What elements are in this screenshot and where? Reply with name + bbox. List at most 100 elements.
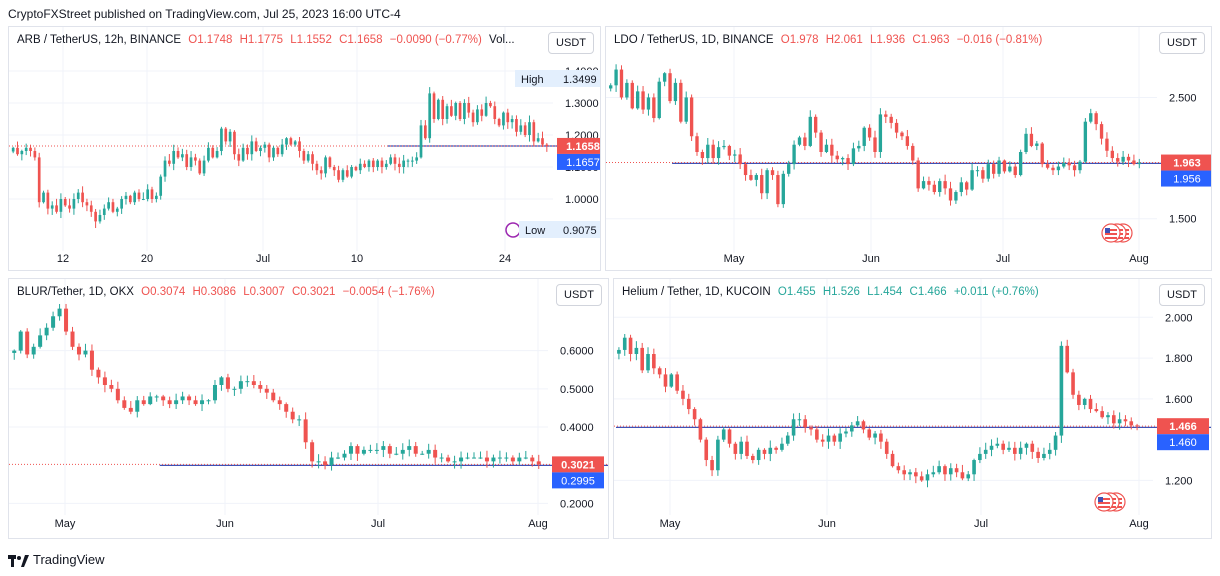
price-chart-svg[interactable]: 0.6000 0.5000 0.4000 0.2000 May Jun Jul Aug 0.30… (9, 279, 609, 539)
candle-body (776, 175, 780, 205)
candle-body (439, 457, 444, 459)
candle-body (844, 431, 848, 434)
volume-label[interactable]: Vol... (489, 34, 515, 46)
candle-body (700, 152, 705, 159)
support-line-tag (552, 472, 604, 489)
candle-body (237, 154, 241, 161)
candle-body (849, 425, 854, 432)
chart-panel-ldo[interactable]: 2.500 1.500 May Jun Jul Aug 1.963 1.956 LDO / T… (605, 26, 1212, 271)
chart-legend: ARB / TetherUS, 12h, BINANCE O1.1748 H1.… (17, 34, 515, 46)
candle-body (64, 308, 69, 332)
candle-body (770, 170, 775, 176)
chart-panel-arb[interactable]: 1.40001.30001.20001.10001.00001220Jul102… (8, 26, 601, 271)
candle-body (541, 138, 544, 145)
candle-body (824, 144, 829, 152)
candle-body (358, 163, 362, 171)
candle-body (315, 163, 319, 171)
y-tick-label: 2.000 (1165, 312, 1193, 324)
candle-body (102, 377, 107, 385)
currency-button[interactable]: USDT (556, 284, 602, 306)
candle-body (1013, 166, 1017, 176)
price-chart-svg[interactable]: 1.40001.30001.20001.10001.00001220Jul102… (9, 27, 601, 271)
candle-body (33, 151, 37, 158)
candle-body (756, 449, 761, 461)
candle-body (663, 374, 668, 387)
candle-body (497, 457, 502, 459)
chart-panel-helium[interactable]: 2.000 1.800 1.600 1.200 May Jun Jul Aug 1.466 1.4… (613, 278, 1212, 539)
candle-body (31, 346, 36, 355)
candle-body (785, 435, 790, 444)
candle-body (51, 316, 56, 328)
candle-body (293, 141, 297, 145)
candle-body (198, 160, 202, 174)
candle-body (1077, 394, 1081, 405)
symbol-label[interactable]: ARB / TetherUS, 12h, BINANCE (17, 34, 182, 46)
close-value: C1.466 (909, 286, 947, 298)
symbol-label[interactable]: Helium / Tether, 1D, KUCOIN (622, 286, 771, 298)
candle-body (749, 175, 753, 180)
candle-body (884, 114, 888, 117)
chart-panel-blur[interactable]: 0.6000 0.5000 0.4000 0.2000 May Jun Jul Aug 0.30… (8, 278, 609, 539)
candle-body (20, 151, 24, 155)
footer-brand[interactable]: TradingView (33, 552, 105, 567)
candle-body (809, 427, 813, 430)
candle-body (476, 109, 479, 123)
candle-body (148, 396, 153, 405)
candle-body (1035, 143, 1039, 146)
candle-body (1088, 398, 1093, 410)
open-value: O1.1748 (188, 34, 233, 46)
close-value: C1.1658 (339, 34, 383, 46)
candle-body (219, 377, 224, 385)
candle-body (510, 119, 514, 123)
candle-body (185, 154, 189, 167)
candle-body (751, 455, 755, 461)
low-marker-value: 0.9075 (563, 225, 597, 237)
candle-body (622, 337, 627, 350)
candle-body (189, 157, 193, 167)
candle-body (619, 69, 624, 98)
symbol-label[interactable]: LDO / TetherUS, 1D, BINANCE (614, 34, 774, 46)
support-line-label: 0.2995 (561, 475, 595, 487)
candle-body (285, 138, 288, 145)
candle-body (630, 82, 634, 109)
last-price-tag (1157, 418, 1209, 435)
candle-body (263, 144, 267, 148)
candle-body (337, 170, 340, 180)
currency-button[interactable]: USDT (1159, 284, 1205, 306)
candle-body (445, 106, 449, 119)
candle-body (168, 160, 171, 164)
candle-body (1051, 167, 1055, 171)
candle-body (302, 151, 306, 161)
candle-body (137, 192, 141, 199)
price-chart-svg[interactable]: 2.000 1.800 1.600 1.200 May Jun Jul Aug 1.466 1.4… (614, 279, 1212, 539)
candle-body (519, 125, 523, 132)
candle-body (280, 144, 284, 155)
candle-body (1111, 415, 1116, 424)
currency-button[interactable]: USDT (1159, 32, 1205, 54)
candle-body (433, 449, 438, 458)
candle-body (1045, 164, 1050, 168)
price-chart-svg[interactable]: 2.500 1.500 May Jun Jul Aug 1.963 1.956 (606, 27, 1212, 271)
currency-button[interactable]: USDT (548, 32, 594, 54)
candle-body (774, 447, 778, 450)
candle-body (706, 144, 710, 159)
candle-body (646, 354, 650, 371)
candle-body (328, 157, 332, 167)
candle-body (536, 461, 541, 465)
candle-body (89, 205, 93, 212)
candle-body (124, 195, 128, 199)
candle-body (348, 446, 353, 454)
last-price-label: 1.466 (1169, 421, 1197, 433)
candle-body (336, 457, 341, 459)
candle-body (345, 170, 349, 177)
candle-body (245, 381, 250, 383)
flag-stripe (1098, 498, 1110, 500)
candle-body (193, 400, 198, 405)
candle-body (406, 160, 410, 162)
candle-body (641, 91, 645, 110)
candle-body (298, 141, 301, 151)
support-line-label: 1.1657 (566, 157, 600, 169)
symbol-label[interactable]: BLUR/Tether, 1D, OKX (17, 286, 134, 298)
candle-body (264, 388, 269, 393)
candle-body (1105, 138, 1109, 151)
